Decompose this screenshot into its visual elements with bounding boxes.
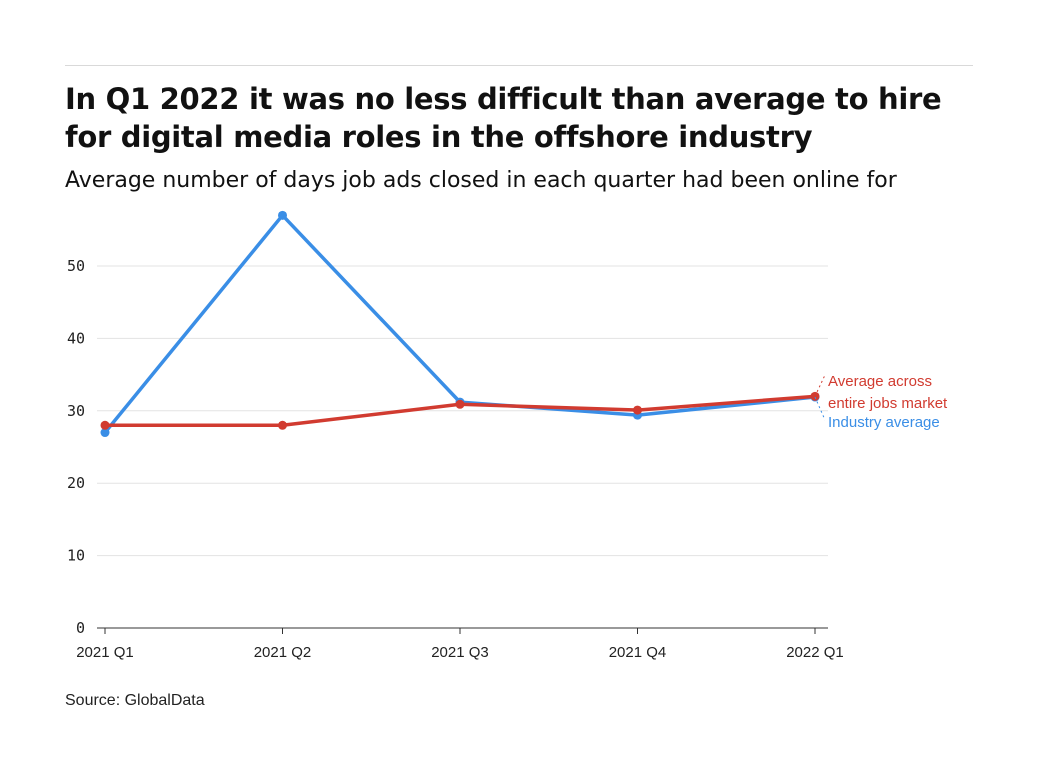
chart-subtitle: Average number of days job ads closed in… bbox=[65, 168, 897, 193]
x-tick-label: 2021 Q1 bbox=[76, 644, 134, 661]
data-point bbox=[100, 420, 110, 430]
top-rule bbox=[65, 65, 973, 66]
y-tick-label: 20 bbox=[67, 474, 85, 492]
y-tick-label: 0 bbox=[76, 619, 85, 637]
x-tick-label: 2021 Q3 bbox=[431, 644, 489, 661]
data-point bbox=[278, 420, 287, 430]
y-tick-label: 10 bbox=[67, 547, 85, 565]
source-note: Source: GlobalData bbox=[65, 692, 205, 709]
y-tick-label: 50 bbox=[67, 257, 85, 275]
x-tick-label: 2022 Q1 bbox=[786, 644, 844, 661]
series-label-market: entire jobs market bbox=[828, 395, 948, 412]
y-tick-label: 40 bbox=[67, 329, 85, 347]
data-point bbox=[633, 405, 642, 415]
label-leader bbox=[814, 374, 826, 397]
series-label-industry: Industry average bbox=[828, 414, 940, 431]
data-point bbox=[455, 399, 465, 409]
data-point bbox=[278, 210, 287, 220]
series-label-market: Average across bbox=[828, 373, 932, 390]
chart-title: In Q1 2022 it was no less difficult than… bbox=[65, 82, 942, 154]
data-point bbox=[100, 428, 110, 438]
x-tick-label: 2021 Q2 bbox=[254, 644, 312, 661]
y-tick-label: 30 bbox=[67, 402, 85, 420]
label-leader bbox=[814, 396, 826, 421]
x-tick-label: 2021 Q4 bbox=[609, 644, 667, 661]
